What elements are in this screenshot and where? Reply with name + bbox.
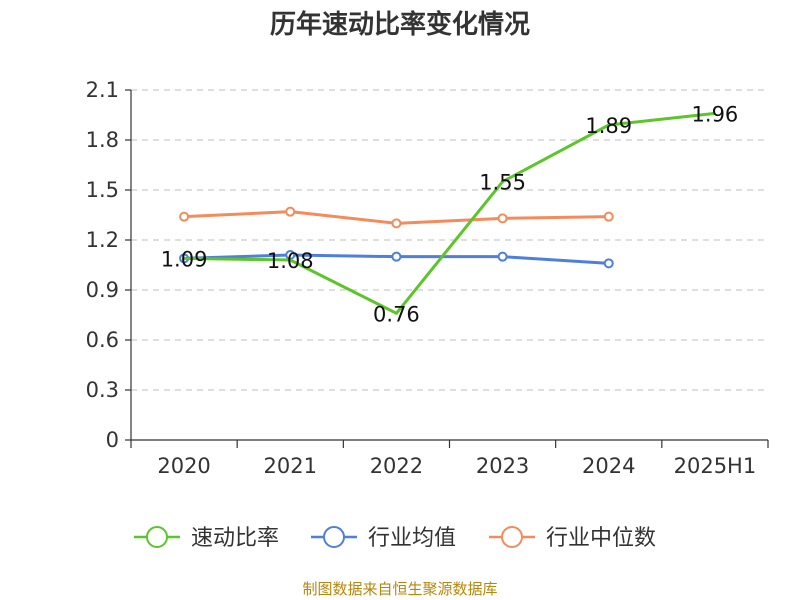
x-tick-label: 2021 [264,454,317,478]
legend-label: 行业中位数 [546,526,656,551]
x-tick-label: 2025H1 [674,454,757,478]
axes: 0 0.3 0.6 0.9 1.2 1.5 1.8 2.1 2020 2021 2022 2023 20… [86,78,769,478]
series-point [603,258,614,269]
data-label: 1.55 [479,171,526,195]
series-point [603,211,614,222]
series-point [497,213,508,224]
legend-marker [146,526,168,548]
x-tick-label: 2022 [370,454,423,478]
y-tick-label: 0 [106,428,119,452]
y-tick-label: 0.3 [86,378,119,402]
series-line [184,111,716,315]
x-tick-label: 2020 [157,454,210,478]
grid [131,89,768,391]
legend-label: 行业均值 [368,526,456,551]
y-tick-label: 1.8 [86,128,119,152]
y-tick-label: 0.9 [86,278,119,302]
data-label: 1.89 [585,114,632,138]
data-label: 1.09 [161,247,208,271]
legend-item[interactable]: 速动比率 [134,526,279,551]
legend-marker [323,526,345,548]
x-tick-label: 2023 [476,454,529,478]
legend-marker [501,526,523,548]
series-point [391,218,402,229]
legend-label: 速动比率 [191,526,279,551]
series-point [285,206,296,217]
y-tick-label: 1.5 [86,178,119,202]
data-label: 1.08 [267,249,314,273]
legend-item[interactable]: 行业中位数 [489,526,656,551]
data-label: 0.76 [373,302,420,326]
series-point [179,211,190,222]
y-tick-label: 1.2 [86,228,119,252]
y-tick-label: 2.1 [86,78,119,102]
y-tick-label: 0.6 [86,328,119,352]
series [179,111,716,315]
chart-title: 历年速动比率变化情况 [270,9,530,40]
series-point [497,251,508,262]
data-label: 1.96 [692,102,739,126]
x-tick-label: 2024 [582,454,635,478]
legend-item[interactable]: 行业均值 [311,526,456,551]
legend[interactable]: 速动比率 行业均值 行业中位数 [134,526,656,551]
source-note: 制图数据来自恒生聚源数据库 [302,580,497,598]
series-point [391,251,402,262]
data-labels: 1.09 1.08 0.76 1.55 1.89 1.96 [161,102,739,326]
